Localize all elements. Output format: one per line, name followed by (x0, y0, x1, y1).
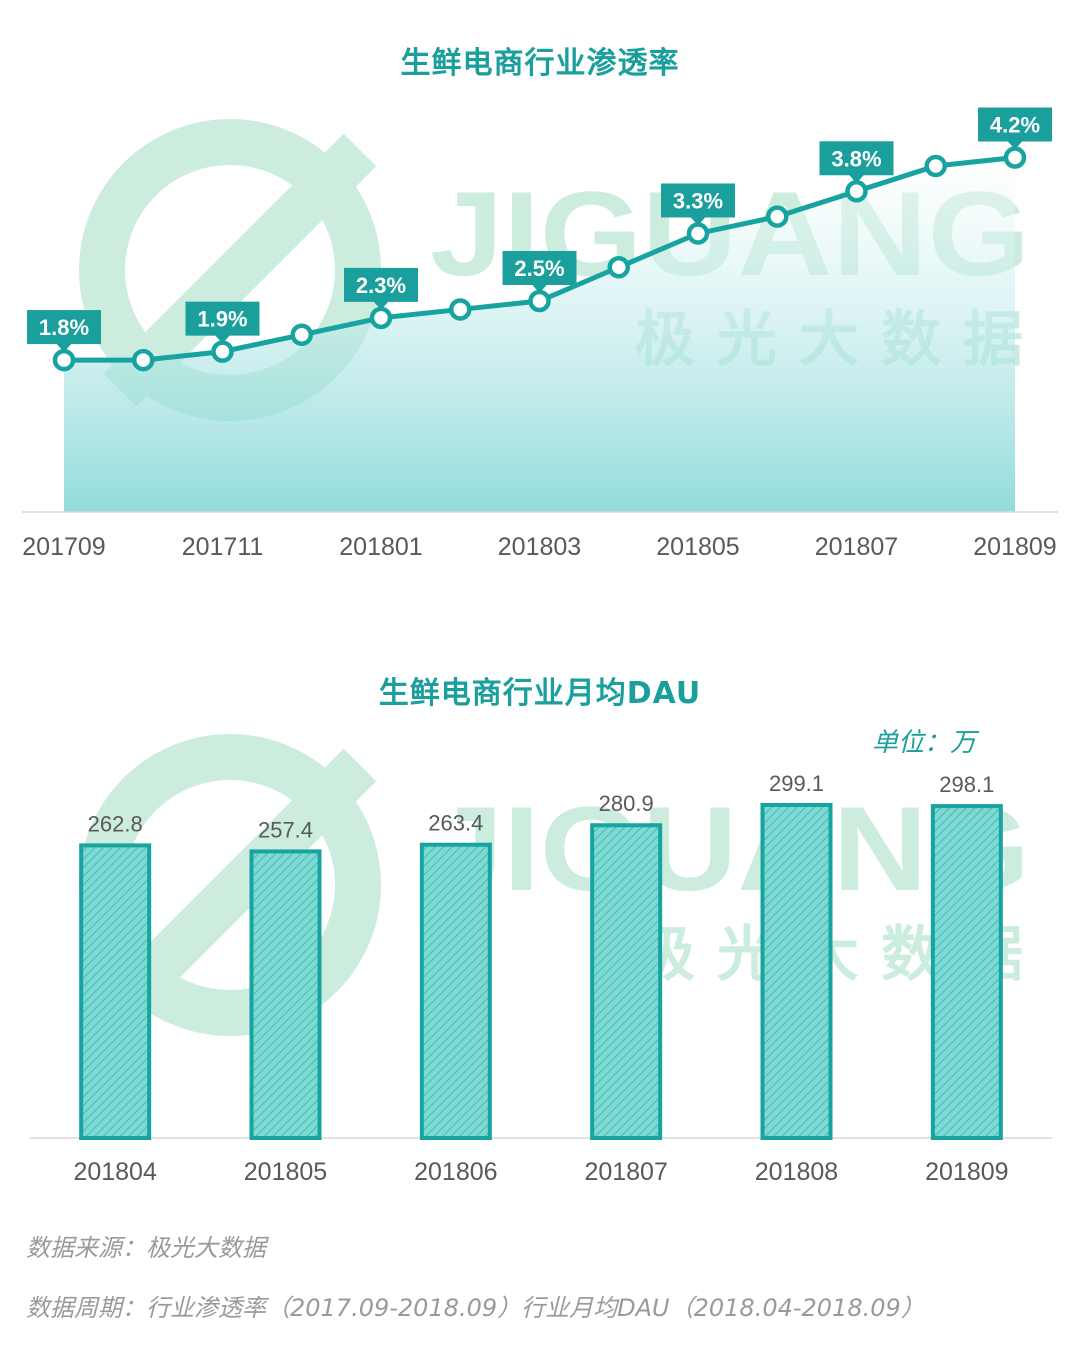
line-chart-title: 生鲜电商行业渗透率 (400, 46, 680, 81)
data-label: 1.9% (185, 301, 260, 344)
x-tick-label: 201807 (584, 1158, 667, 1186)
data-label: 1.8% (27, 310, 101, 353)
area-fill (64, 157, 1015, 512)
x-tick-label: 201804 (73, 1158, 157, 1186)
data-label: 2.3% (344, 267, 418, 310)
data-label: 3.3% (661, 183, 735, 226)
data-label: 4.2% (978, 107, 1052, 150)
data-label-text: 4.2% (990, 113, 1040, 138)
x-tick-label: 201801 (339, 533, 422, 561)
data-point (449, 298, 472, 321)
data-label-text: 2.3% (356, 273, 406, 298)
unit-label: 单位：万 (872, 728, 977, 758)
x-tick-label: 201806 (414, 1158, 497, 1186)
x-tick-label: 201809 (925, 1158, 1008, 1186)
data-label-text: 3.8% (831, 146, 881, 171)
bar (249, 849, 322, 1141)
bar (419, 842, 492, 1140)
bar-value-label: 257.4 (258, 817, 313, 842)
bar-chart-title: 生鲜电商行业月均DAU (378, 676, 702, 711)
data-label-text: 1.9% (197, 307, 247, 332)
x-tick-label: 201809 (973, 533, 1056, 561)
bar (590, 823, 663, 1140)
x-tick-label: 201803 (498, 533, 581, 561)
data-period-note: 数据周期：行业渗透率（2017.09-2018.09）行业月均DAU（2018.… (26, 1294, 925, 1322)
bar-value-label: 262.8 (88, 811, 143, 836)
data-point (290, 323, 313, 347)
x-tick-label: 201805 (244, 1158, 327, 1186)
watermark-brand-bottom: JIGUANG (430, 782, 1030, 916)
data-label: 3.8% (819, 141, 894, 184)
x-tick-label: 201807 (815, 533, 898, 561)
x-tick-label: 201711 (182, 533, 264, 561)
x-tick-label: 201709 (22, 533, 105, 561)
bar (930, 804, 1003, 1141)
data-point (132, 348, 155, 372)
data-point (924, 154, 947, 178)
bar (79, 843, 152, 1140)
x-tick-label: 201808 (755, 1158, 838, 1186)
data-point (607, 255, 630, 279)
data-label-text: 1.8% (39, 315, 89, 340)
bar (760, 802, 833, 1140)
x-tick-label: 201805 (656, 533, 739, 561)
bar-value-label: 298.1 (939, 772, 994, 797)
bar-value-label: 263.4 (428, 811, 483, 836)
data-label-text: 2.5% (514, 256, 564, 281)
data-label: 2.5% (502, 251, 577, 293)
bar-value-label: 280.9 (599, 791, 654, 816)
data-label-text: 3.3% (673, 188, 723, 213)
data-point (766, 205, 789, 228)
penetration-line-chart: 1.8% 1.9% 2.3% 2.5% 3.3% 3.8% 4.2% 201709 201711… (22, 107, 1058, 561)
bar-value-label: 299.1 (769, 771, 824, 796)
data-source-note: 数据来源：极光大数据 (26, 1234, 266, 1262)
